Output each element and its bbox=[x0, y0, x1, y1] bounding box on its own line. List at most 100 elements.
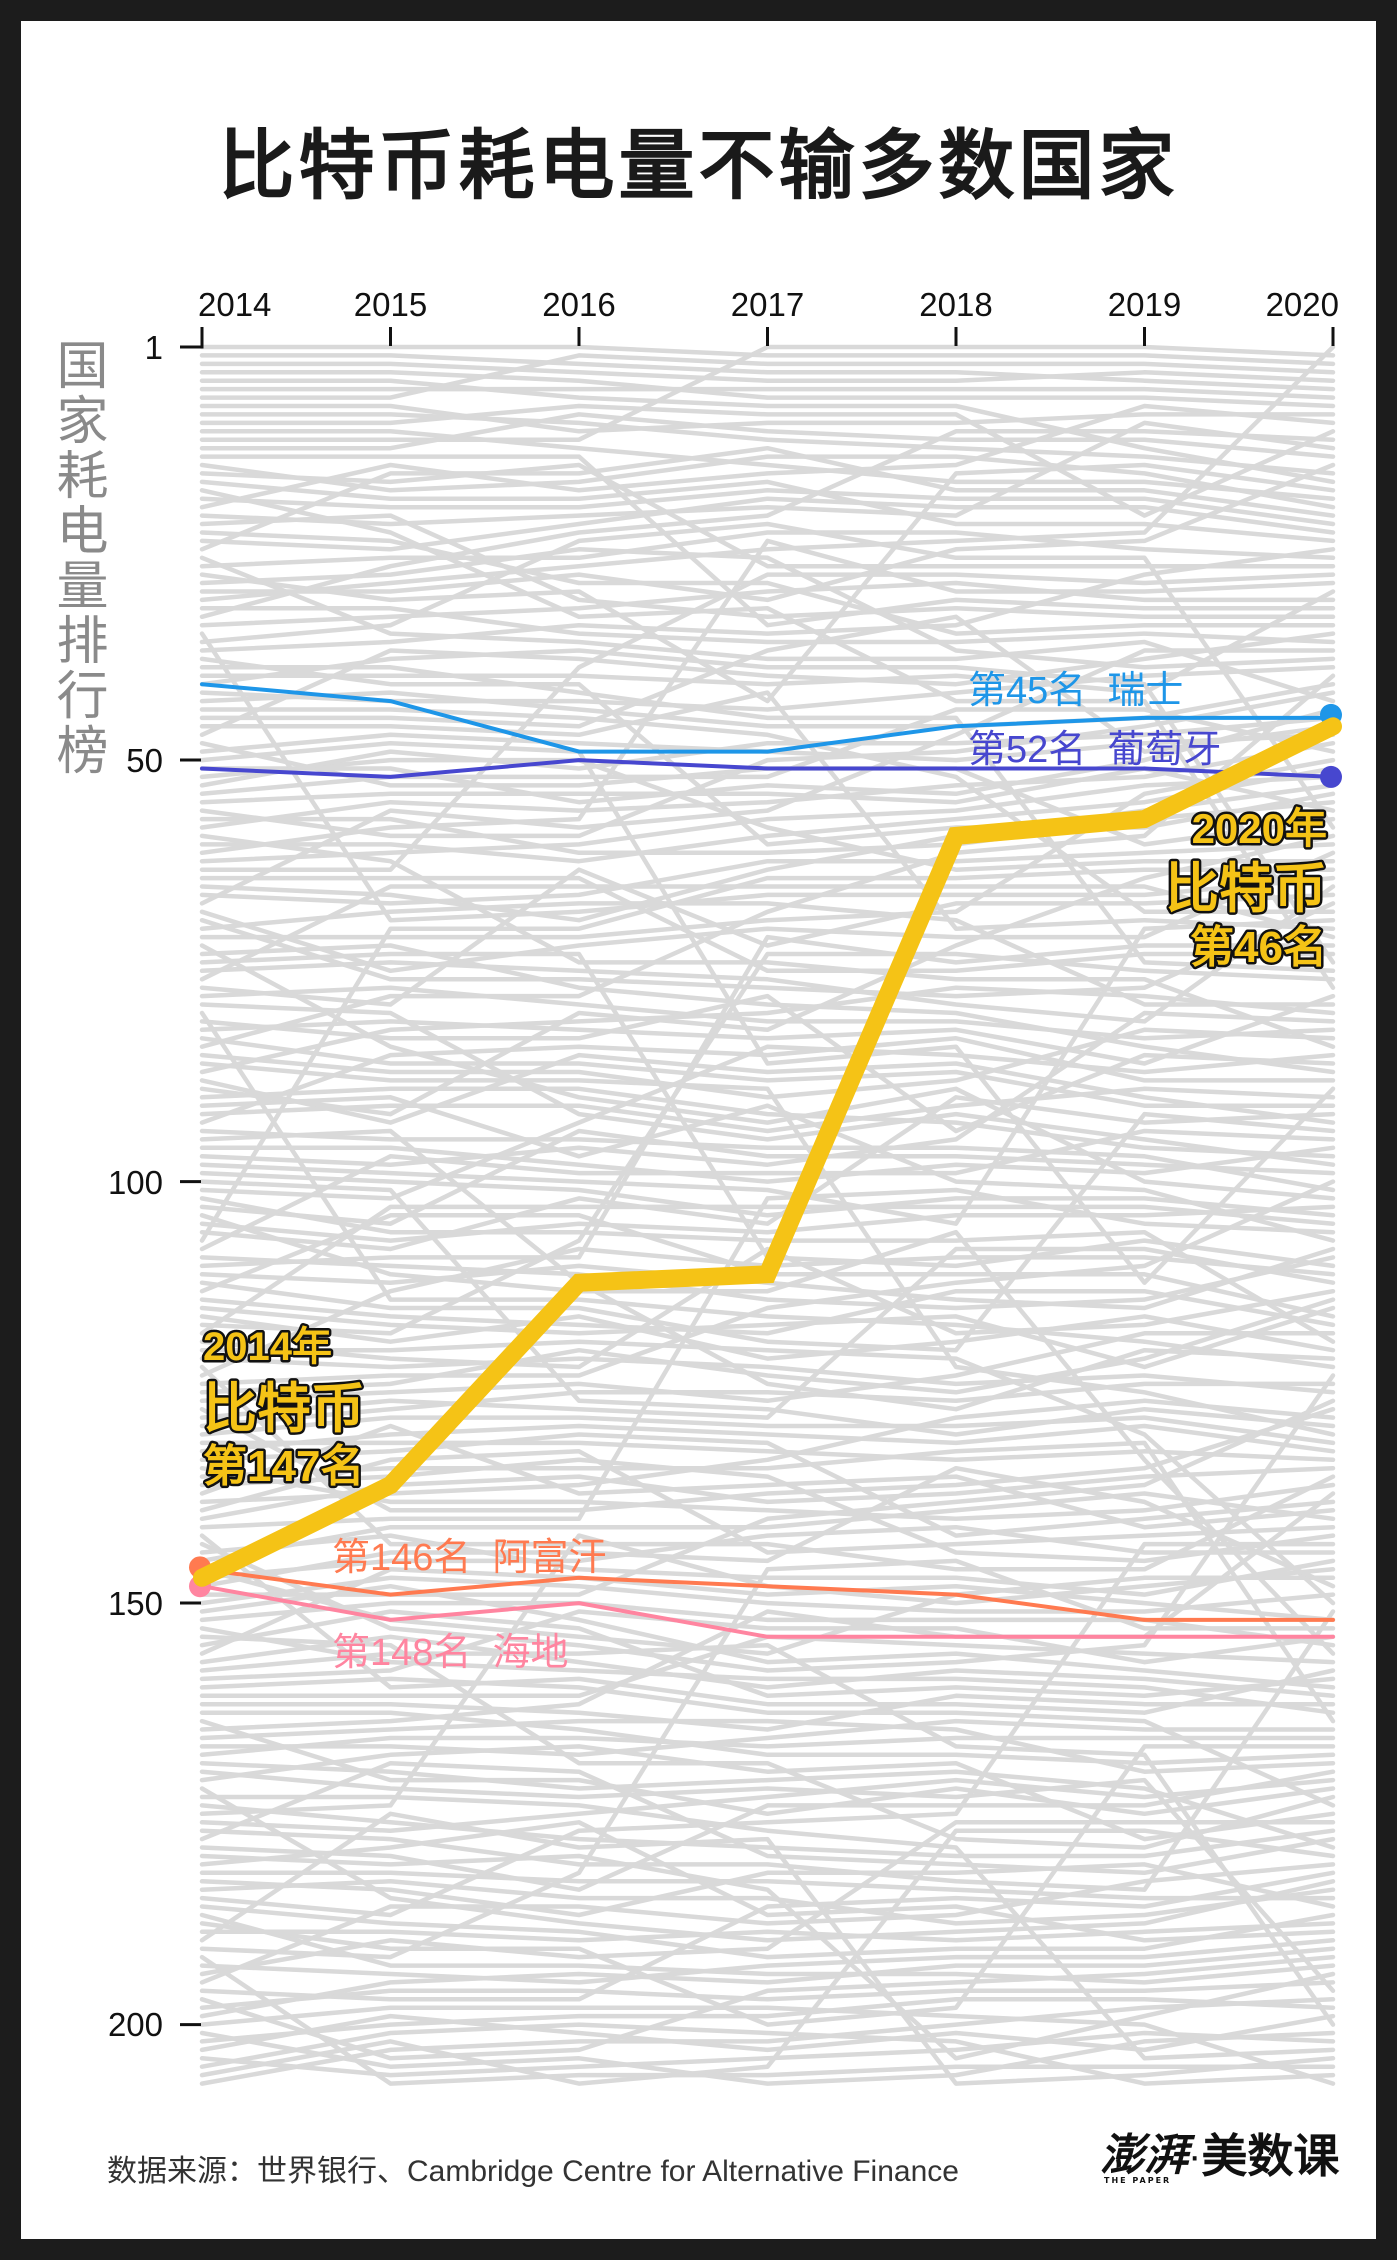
background-country-line bbox=[199, 386, 1336, 400]
bitcoin-2014-callout: 2014年 比特币 第147名 bbox=[201, 1323, 368, 1494]
y-axis: 1 50 100 150 200 bbox=[108, 329, 204, 2043]
background-country-line bbox=[199, 344, 1336, 603]
background-country-line bbox=[199, 530, 1336, 636]
background-country-line bbox=[199, 1735, 1336, 1758]
series-line-afghanistan bbox=[200, 1567, 1335, 1622]
background-country-line bbox=[199, 740, 1336, 830]
background-country-line bbox=[199, 1904, 1336, 1960]
background-country-line bbox=[199, 496, 1336, 552]
background-country-line bbox=[199, 740, 1336, 1285]
background-country-line bbox=[199, 1769, 1336, 1994]
background-country-line bbox=[199, 943, 1336, 1075]
background-country-line bbox=[199, 403, 1336, 434]
background-country-line bbox=[199, 1297, 1336, 1395]
background-country-line bbox=[199, 1997, 1336, 2086]
background-country-line bbox=[199, 1828, 1336, 2086]
background-country-line bbox=[199, 1760, 1336, 1876]
background-country-line bbox=[199, 513, 1336, 620]
background-country-line bbox=[199, 1642, 1336, 2027]
background-country-line bbox=[199, 1870, 1336, 1901]
background-country-line bbox=[199, 1128, 1336, 1193]
background-country-line bbox=[199, 488, 1336, 527]
background-country-line bbox=[199, 707, 1336, 915]
bitcoin-2014-name: 比特币 bbox=[203, 1379, 365, 1439]
y-axis-title: 国家耗电量排行榜 bbox=[48, 338, 106, 778]
background-country-line bbox=[199, 1634, 1336, 1850]
background-country-line bbox=[199, 1718, 1336, 1758]
background-country-line bbox=[199, 1440, 1336, 1463]
background-country-line bbox=[199, 1634, 1336, 1699]
background-country-line bbox=[199, 833, 1336, 1049]
background-country-line bbox=[199, 934, 1336, 1269]
background-country-line bbox=[199, 1710, 1336, 1766]
background-country-line bbox=[199, 1533, 1336, 1715]
background-country-line bbox=[199, 606, 1336, 645]
background-country-line bbox=[199, 1356, 1336, 1395]
background-country-line bbox=[199, 1314, 1336, 1361]
x-label-2015: 2015 bbox=[354, 286, 427, 323]
background-country-line bbox=[199, 1465, 1336, 1522]
background-country-line bbox=[199, 1912, 1336, 1985]
background-country-line bbox=[199, 1002, 1336, 1167]
background-country-line bbox=[199, 774, 1336, 864]
background-country-line bbox=[199, 1583, 1336, 1690]
background-country-line bbox=[199, 1980, 1336, 2010]
background-country-line bbox=[199, 420, 1336, 527]
y-label-50: 50 bbox=[126, 742, 163, 779]
background-country-line bbox=[199, 875, 1336, 974]
x-label-2014: 2014 bbox=[198, 286, 271, 323]
background-country-line bbox=[199, 1609, 1336, 1682]
background-country-line bbox=[199, 1676, 1336, 1808]
background-country-line bbox=[199, 1744, 1336, 2027]
background-country-line bbox=[199, 1820, 1336, 1943]
background-country-line bbox=[199, 631, 1336, 738]
background-country-line bbox=[199, 445, 1336, 552]
background-country-line bbox=[199, 1786, 1336, 1943]
background-country-line bbox=[199, 850, 1336, 974]
background-country-line bbox=[199, 614, 1336, 754]
background-country-line bbox=[199, 1381, 1336, 1429]
background-country-line bbox=[199, 867, 1336, 1243]
background-country-line bbox=[199, 842, 1336, 906]
background-country-line bbox=[199, 1128, 1336, 1252]
background-country-line bbox=[199, 1626, 1336, 1715]
background-country-line bbox=[199, 757, 1336, 940]
background-country-line bbox=[199, 1204, 1336, 1243]
background-country-line bbox=[199, 1609, 1336, 1699]
background-country-line bbox=[199, 690, 1336, 839]
background-country-line bbox=[199, 1567, 1336, 1656]
background-country-line bbox=[199, 884, 1336, 982]
background-country-line bbox=[199, 1213, 1336, 1656]
background-country-line bbox=[199, 1718, 1336, 1774]
background-country-line bbox=[199, 1095, 1336, 1243]
series-line-haiti bbox=[200, 1584, 1335, 1639]
background-country-line bbox=[199, 715, 1336, 788]
background-country-line bbox=[199, 1423, 1336, 1530]
background-country-line bbox=[199, 673, 1336, 1049]
background-country-line bbox=[199, 1364, 1336, 1572]
background-country-line bbox=[199, 1187, 1336, 1530]
background-country-line bbox=[199, 353, 1336, 400]
background-country-line bbox=[199, 631, 1336, 923]
background-country-line bbox=[199, 378, 1336, 485]
background-country-line bbox=[199, 403, 1336, 518]
background-country-line bbox=[199, 580, 1336, 628]
background-country-line bbox=[199, 993, 1336, 1066]
logo-brand-cn: 澎湃 bbox=[1100, 2130, 1188, 2181]
background-country-line bbox=[199, 1204, 1336, 1336]
x-label-2017: 2017 bbox=[731, 286, 804, 323]
bitcoin-2020-name: 比特币 bbox=[1165, 859, 1327, 919]
background-country-line bbox=[199, 1575, 1336, 1614]
bitcoin-2020-callout: 2020年 比特币 第46名 bbox=[1163, 803, 1330, 975]
background-country-line bbox=[199, 1086, 1336, 1159]
background-country-line bbox=[199, 707, 1336, 805]
background-country-line bbox=[199, 1921, 1336, 1943]
background-country-line bbox=[199, 993, 1336, 1134]
background-country-line bbox=[199, 462, 1336, 569]
background-country-line bbox=[199, 1095, 1336, 1252]
background-country-line bbox=[199, 833, 1336, 1117]
background-country-line bbox=[199, 884, 1336, 1024]
publisher-logo: 澎湃 THE PAPER ·美数课 bbox=[1100, 2128, 1339, 2188]
marker-dot-portugal bbox=[1320, 765, 1342, 788]
background-country-line bbox=[199, 1997, 1336, 2044]
